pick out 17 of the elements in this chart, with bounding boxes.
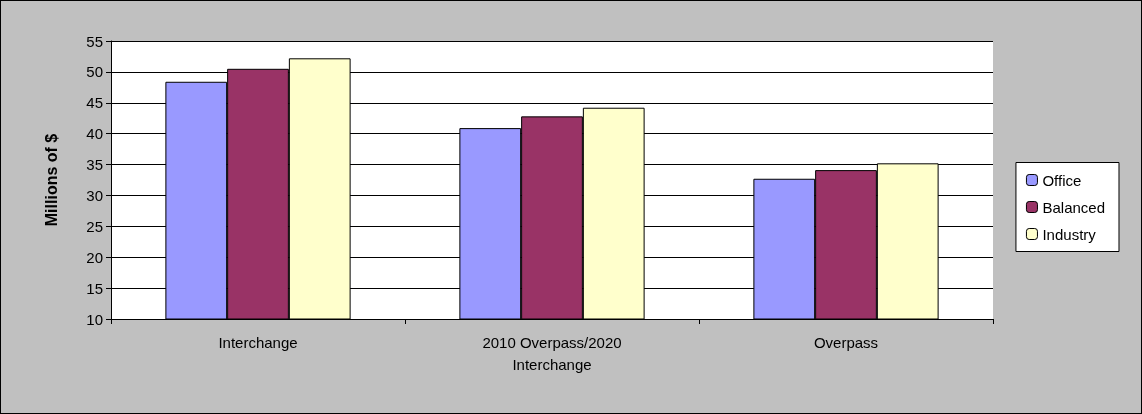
y-tick-label: 20 bbox=[86, 248, 103, 266]
y-tick-label: 10 bbox=[86, 310, 103, 328]
y-tick-label: 25 bbox=[86, 217, 103, 235]
x-tick-label: Interchange bbox=[218, 333, 298, 351]
legend-label: Balanced bbox=[1042, 198, 1106, 216]
y-tick-label: 35 bbox=[86, 156, 103, 174]
y-tick-label: 15 bbox=[86, 279, 103, 297]
y-tick-label: 40 bbox=[86, 125, 103, 143]
y-tick-label: 45 bbox=[86, 94, 103, 112]
legend-label: Office bbox=[1042, 171, 1082, 189]
y-tick-label: 50 bbox=[86, 63, 103, 81]
y-axis-title: Millions of $ bbox=[42, 133, 60, 227]
x-tick-label: 2010 Overpass/2020 Interchange bbox=[482, 333, 622, 373]
y-tick-label: 55 bbox=[86, 32, 103, 50]
y-tick-label: 30 bbox=[86, 186, 103, 204]
x-tick-label: Overpass bbox=[813, 333, 879, 351]
legend-label: Industry bbox=[1042, 225, 1097, 243]
